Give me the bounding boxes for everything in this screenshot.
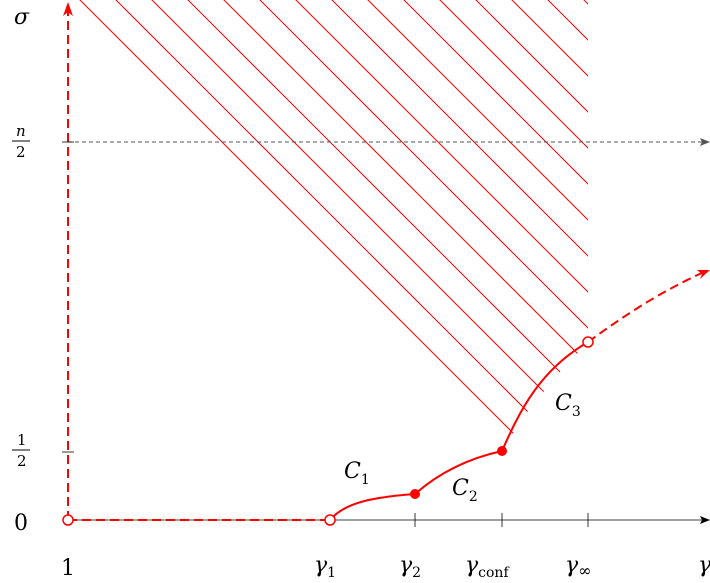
half-label: 1 2 — [12, 431, 30, 470]
half-numerator: 1 — [17, 431, 27, 449]
curve-c3-sub: 3 — [572, 404, 581, 420]
curve-c2 — [414, 450, 503, 495]
n-over-2-denominator: 2 — [16, 143, 26, 161]
hatch-line — [68, 0, 588, 520]
gamma-inf-base: γ — [565, 553, 579, 578]
curve-arrowhead — [697, 270, 710, 279]
n-over-2-label: n 2 — [12, 122, 30, 161]
hatch-line — [451, 0, 588, 520]
curve-c1-label: C1 — [344, 459, 370, 488]
gamma-2-sub: 2 — [412, 565, 421, 581]
curve-c2-base: C — [452, 476, 469, 501]
curve-c3-label: C3 — [555, 391, 581, 420]
gamma-conf-label: γconf — [465, 553, 510, 581]
curve-c3-base: C — [555, 391, 572, 416]
curve-c2-sub: 2 — [469, 489, 478, 505]
hatch-line — [487, 0, 588, 520]
hatch-line — [307, 0, 588, 520]
open-point-gamma-1 — [324, 514, 336, 526]
gamma-conf-sub: conf — [478, 565, 510, 581]
curve-c1-sub: 1 — [361, 472, 370, 488]
filled-point-gamma-2 — [410, 489, 420, 499]
gamma-1-sub: 1 — [327, 565, 336, 581]
x-start-label: 1 — [61, 556, 75, 581]
half-denominator: 2 — [17, 452, 27, 470]
n-over-2-numerator: n — [16, 122, 26, 140]
filled-point-gamma-conf — [497, 446, 507, 456]
gamma-axis-label: γ — [698, 553, 710, 578]
open-point-gamma-inf — [582, 336, 594, 348]
gamma-1-base: γ — [314, 553, 328, 578]
gamma-2-label: γ2 — [399, 553, 421, 581]
y-axis-arrowhead — [63, 2, 73, 16]
hatch-line — [379, 0, 588, 520]
gamma-inf-sub: ∞ — [578, 561, 591, 580]
curve-continuation — [587, 271, 705, 343]
hatch-line — [68, 0, 588, 520]
sigma-label: σ — [14, 5, 30, 30]
open-point-origin — [62, 514, 74, 526]
curve-c3 — [501, 341, 589, 452]
curve-c1 — [329, 493, 416, 521]
curve-c1-base: C — [344, 459, 361, 484]
curve-c2-label: C2 — [452, 476, 478, 505]
gamma-conf-base: γ — [465, 553, 479, 578]
hatch-line — [163, 0, 588, 520]
zero-label: 0 — [14, 511, 28, 536]
gamma-1-label: γ1 — [314, 553, 336, 581]
n-over-2-arrowhead — [700, 138, 710, 146]
gamma-2-base: γ — [399, 553, 413, 578]
gamma-inf-label: γ∞ — [565, 553, 591, 580]
x-axis-arrowhead — [700, 516, 710, 524]
